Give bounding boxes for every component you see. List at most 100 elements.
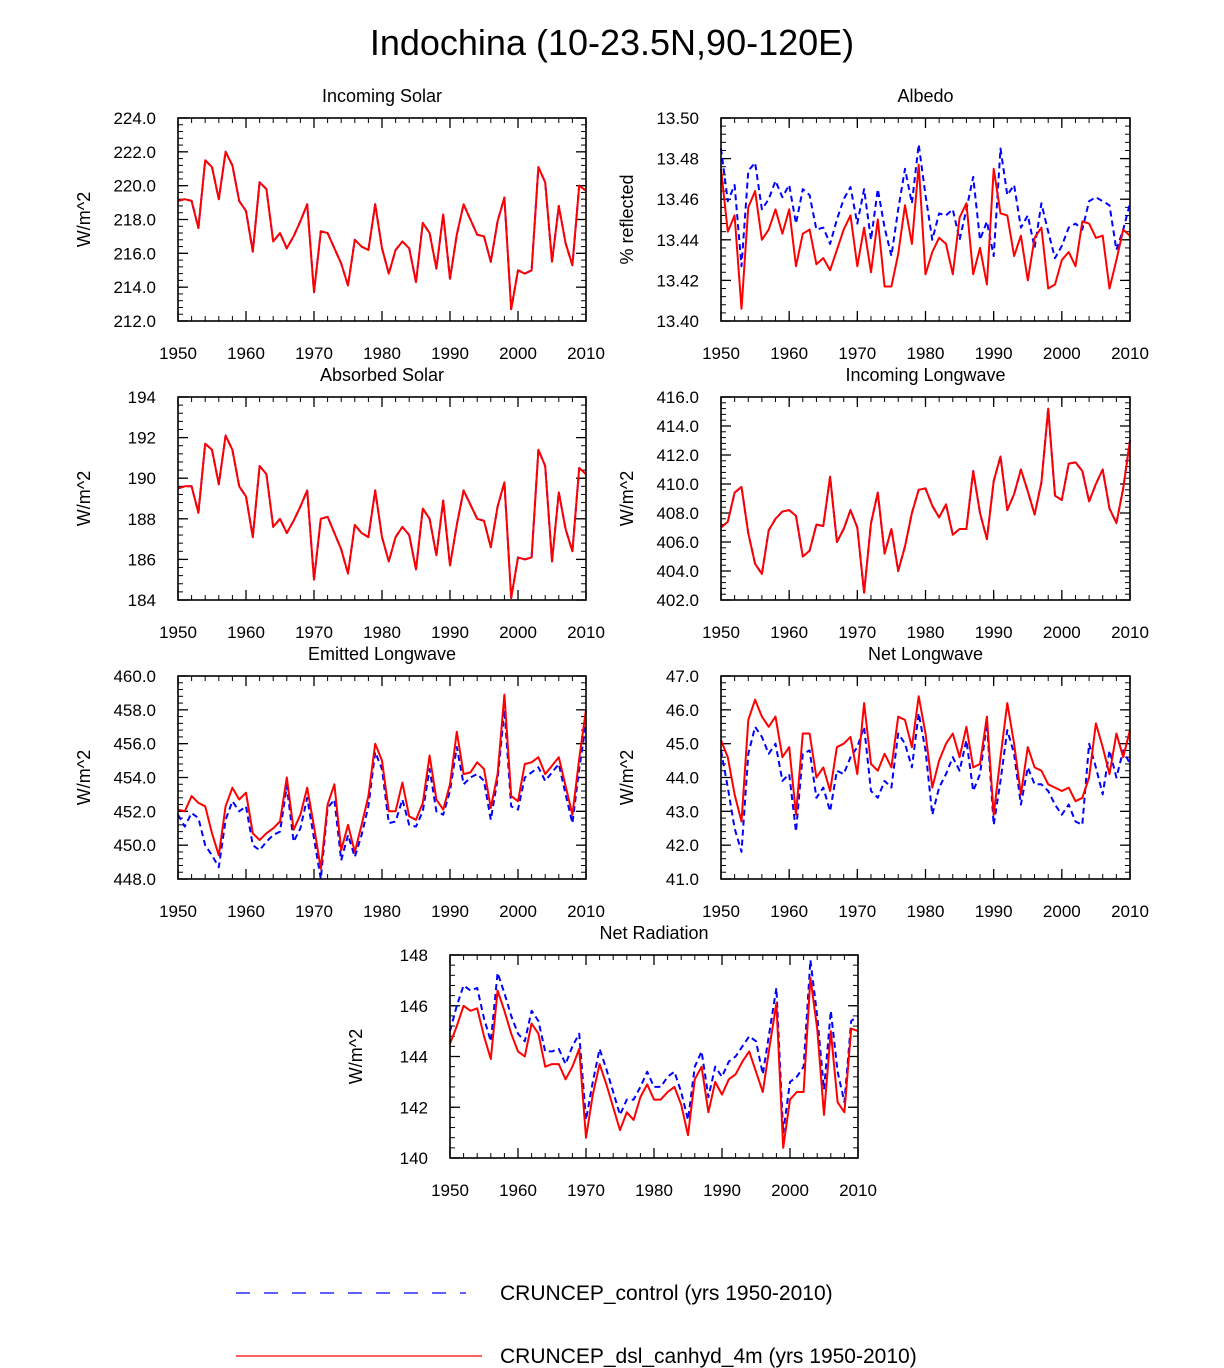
- x-tick-label: 1970: [838, 623, 876, 642]
- y-tick-label: 450.0: [113, 836, 156, 855]
- series-line-dsl-canhyd: [720, 163, 1131, 310]
- x-tick-label: 1960: [227, 902, 265, 921]
- panel-albedo: Albedo % reflected 1950 1960 1970 1980 1990 200…: [617, 86, 1149, 363]
- x-tick-label: 1960: [227, 623, 265, 642]
- legend: CRUNCEP_control (yrs 1950-2010) CRUNCEP_…: [236, 1282, 917, 1368]
- y-tick-label: 188: [128, 510, 156, 529]
- x-tick-label: 2010: [567, 623, 605, 642]
- x-tick-label: 1990: [431, 623, 469, 642]
- y-tick-label: 148: [400, 946, 428, 965]
- y-tick-label: 220.0: [113, 177, 156, 196]
- panel-title: Albedo: [897, 86, 953, 106]
- x-tick-label: 1980: [363, 623, 401, 642]
- x-tick-label: 1990: [431, 344, 469, 363]
- y-tick-label: 45.0: [666, 735, 699, 754]
- x-tick-label: 1970: [295, 902, 333, 921]
- y-axis-label: W/m^2: [617, 471, 637, 526]
- plot-frame: [720, 396, 1131, 601]
- x-tick-label: 1960: [770, 623, 808, 642]
- y-tick-label: 212.0: [113, 312, 156, 331]
- series-line-dsl-canhyd: [177, 693, 587, 870]
- y-axis-label: % reflected: [617, 174, 637, 264]
- y-tick-label: 194: [128, 388, 156, 407]
- x-tick-label: 1980: [635, 1181, 673, 1200]
- x-tick-label: 1960: [770, 344, 808, 363]
- panel-absorbed-solar: Absorbed Solar W/m^2 1950 1960 1970 1980 1990 2…: [74, 365, 605, 642]
- panel-title: Net Longwave: [868, 644, 983, 664]
- y-tick-label: 448.0: [113, 870, 156, 889]
- y-tick-label: 13.40: [656, 312, 699, 331]
- x-tick-label: 2010: [567, 344, 605, 363]
- y-tick-label: 186: [128, 550, 156, 569]
- series-line-control: [720, 712, 1131, 853]
- y-tick-label: 416.0: [656, 388, 699, 407]
- y-tick-label: 13.44: [656, 231, 699, 250]
- x-tick-label: 2000: [1043, 344, 1081, 363]
- x-tick-label: 2010: [1111, 623, 1149, 642]
- y-tick-label: 218.0: [113, 211, 156, 230]
- x-tick-label: 1970: [838, 344, 876, 363]
- x-tick-label: 1950: [702, 902, 740, 921]
- y-tick-label: 13.42: [656, 271, 699, 290]
- y-tick-label: 140: [400, 1149, 428, 1168]
- x-tick-label: 1990: [431, 902, 469, 921]
- panel-net-longwave: Net Longwave W/m^2 1950 1960 1970 1980 1990 200…: [617, 644, 1149, 921]
- y-tick-label: 144: [400, 1048, 428, 1067]
- y-tick-label: 222.0: [113, 143, 156, 162]
- series-line-dsl-canhyd: [449, 976, 859, 1149]
- y-tick-label: 42.0: [666, 836, 699, 855]
- y-axis-label: W/m^2: [74, 192, 94, 247]
- x-tick-label: 1980: [363, 902, 401, 921]
- x-tick-label: 1990: [975, 902, 1013, 921]
- y-axis-label: W/m^2: [346, 1029, 366, 1084]
- x-tick-label: 1950: [159, 623, 197, 642]
- x-tick-label: 1950: [431, 1181, 469, 1200]
- y-tick-label: 404.0: [656, 562, 699, 581]
- series-line-control: [720, 143, 1131, 268]
- panel-title: Net Radiation: [599, 923, 708, 943]
- x-tick-label: 1970: [295, 344, 333, 363]
- y-axis-label: W/m^2: [74, 471, 94, 526]
- x-tick-label: 1960: [770, 902, 808, 921]
- y-tick-label: 458.0: [113, 701, 156, 720]
- panel-incoming-solar: Incoming Solar W/m^2 1950 1960 1970 1980 1990 2…: [74, 86, 605, 363]
- y-tick-label: 13.50: [656, 109, 699, 128]
- y-axis-label: W/m^2: [617, 750, 637, 805]
- x-tick-label: 1980: [907, 902, 945, 921]
- panel-title: Emitted Longwave: [308, 644, 456, 664]
- y-tick-label: 216.0: [113, 244, 156, 263]
- figure-title: Indochina (10-23.5N,90-120E): [370, 22, 854, 63]
- x-tick-label: 2010: [567, 902, 605, 921]
- x-tick-label: 1950: [159, 902, 197, 921]
- series-line-control: [177, 434, 587, 599]
- y-tick-label: 410.0: [656, 475, 699, 494]
- x-tick-label: 1990: [975, 344, 1013, 363]
- y-tick-label: 224.0: [113, 109, 156, 128]
- x-tick-label: 1980: [907, 623, 945, 642]
- x-tick-label: 1950: [159, 344, 197, 363]
- x-tick-label: 2010: [839, 1181, 877, 1200]
- panel-incoming-longwave: Incoming Longwave W/m^2 1950 1960 1970 1980 19…: [617, 365, 1149, 642]
- series-line-dsl-canhyd: [177, 434, 587, 599]
- x-tick-label: 1990: [703, 1181, 741, 1200]
- plot-frame: [177, 117, 587, 322]
- x-tick-label: 1970: [295, 623, 333, 642]
- x-tick-label: 2000: [1043, 623, 1081, 642]
- series-line-dsl-canhyd: [177, 150, 587, 311]
- x-tick-label: 2010: [1111, 344, 1149, 363]
- y-tick-label: 408.0: [656, 504, 699, 523]
- y-tick-label: 406.0: [656, 533, 699, 552]
- plot-frame: [720, 117, 1131, 322]
- y-tick-label: 13.48: [656, 150, 699, 169]
- x-tick-label: 1960: [499, 1181, 537, 1200]
- x-tick-label: 1960: [227, 344, 265, 363]
- y-tick-label: 44.0: [666, 769, 699, 788]
- plot-frame: [177, 675, 587, 880]
- series-line-dsl-canhyd: [720, 695, 1131, 823]
- y-tick-label: 47.0: [666, 667, 699, 686]
- plot-frame: [720, 675, 1131, 880]
- x-tick-label: 1970: [567, 1181, 605, 1200]
- x-tick-label: 2000: [1043, 902, 1081, 921]
- series-line-dsl-canhyd: [720, 407, 1131, 594]
- y-tick-label: 214.0: [113, 278, 156, 297]
